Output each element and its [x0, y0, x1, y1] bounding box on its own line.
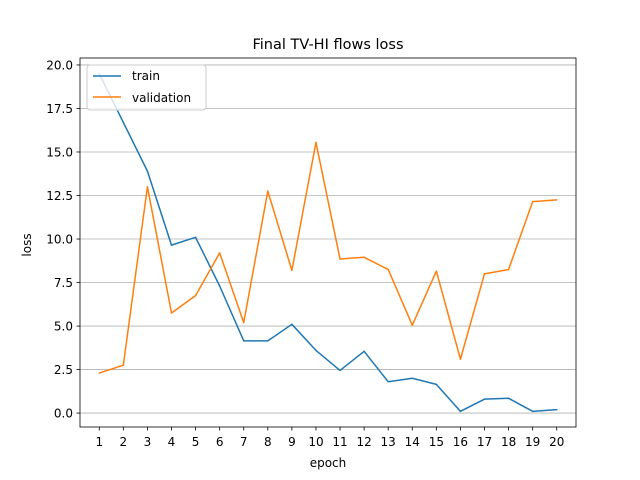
- legend-label-train: train: [132, 69, 160, 83]
- data-point-train: [387, 381, 389, 383]
- y-tick-label: 5.0: [54, 319, 73, 333]
- data-point-validation: [242, 321, 245, 324]
- data-point-validation: [339, 258, 341, 260]
- x-tick-label: 20: [549, 435, 564, 449]
- series-line-train: [98, 73, 557, 413]
- data-point-train: [507, 397, 510, 400]
- y-tick-label: 0.0: [54, 406, 73, 420]
- y-tick-label: 15.0: [46, 145, 73, 159]
- data-point-train: [363, 350, 365, 353]
- data-point-validation: [435, 270, 438, 272]
- x-tick-label: 5: [192, 435, 200, 449]
- x-tick-label: 18: [501, 435, 516, 449]
- y-tick-label: 12.5: [46, 189, 73, 203]
- data-point-train: [483, 398, 486, 400]
- y-axis-title: loss: [20, 233, 34, 256]
- data-point-train: [459, 410, 462, 413]
- data-point-validation: [267, 190, 269, 192]
- data-point-train: [531, 410, 534, 413]
- y-tick-label: 10.0: [46, 232, 73, 246]
- data-point-validation: [363, 256, 365, 259]
- x-tick-label: 12: [356, 435, 371, 449]
- data-point-train: [339, 369, 341, 372]
- x-tick-label: 14: [405, 435, 420, 449]
- x-tick-label: 8: [264, 435, 272, 449]
- data-point-validation: [170, 312, 173, 314]
- x-ticks: 1 2 3 4 5 6 7 8 9 10 11 12 13 14 15 16 17 18 19 20: [95, 427, 564, 449]
- y-tick-label: 7.5: [54, 276, 73, 290]
- data-point-train: [146, 170, 149, 172]
- x-tick-label: 10: [308, 435, 323, 449]
- legend-label-validation: validation: [132, 91, 191, 105]
- data-point-validation: [483, 273, 486, 275]
- x-tick-label: 19: [525, 435, 540, 449]
- x-tick-label: 16: [453, 435, 468, 449]
- data-point-train: [194, 236, 197, 239]
- data-point-validation: [146, 186, 149, 188]
- y-ticks: 0.0 2.5 5.0 7.5 10.0 12.5 15.0 17.5 20.0: [46, 58, 80, 420]
- x-tick-label: 1: [95, 435, 103, 449]
- x-tick-label: 15: [429, 435, 444, 449]
- data-point-train: [218, 285, 221, 287]
- x-tick-label: 6: [216, 435, 224, 449]
- data-point-train: [267, 340, 269, 342]
- data-point-train: [435, 383, 438, 386]
- y-tick-label: 2.5: [54, 363, 73, 377]
- chart-title: Final TV-HI flows loss: [252, 37, 403, 53]
- data-point-validation: [411, 324, 414, 326]
- x-axis-title: epoch: [310, 456, 347, 470]
- data-point-train: [555, 408, 558, 411]
- x-tick-label: 11: [332, 435, 347, 449]
- x-tick-label: 4: [168, 435, 176, 449]
- data-point-validation: [218, 252, 221, 254]
- data-point-train: [122, 121, 125, 124]
- x-tick-label: 2: [120, 435, 128, 449]
- data-point-validation: [507, 268, 510, 271]
- data-point-train: [242, 340, 245, 342]
- data-point-validation: [555, 199, 558, 201]
- x-tick-label: 7: [240, 435, 248, 449]
- data-point-validation: [122, 364, 125, 366]
- series-layer: [98, 72, 558, 413]
- data-point-validation: [531, 200, 534, 203]
- x-tick-label: 13: [381, 435, 396, 449]
- data-point-validation: [315, 141, 317, 144]
- data-point-train: [291, 323, 293, 326]
- data-point-validation: [387, 268, 389, 271]
- x-tick-label: 9: [288, 435, 296, 449]
- y-tick-label: 17.5: [46, 102, 73, 116]
- legend: train validation: [86, 64, 207, 111]
- series-line-validation: [99, 141, 557, 374]
- data-point-validation: [291, 269, 293, 272]
- x-tick-label: 3: [144, 435, 152, 449]
- data-point-validation: [98, 372, 101, 374]
- plot-frame: [79, 57, 577, 428]
- data-point-validation: [194, 294, 197, 297]
- y-tick-label: 20.0: [46, 58, 73, 72]
- data-point-validation: [459, 358, 462, 360]
- x-tick-label: 17: [477, 435, 492, 449]
- data-point-train: [170, 244, 173, 246]
- data-point-train: [411, 377, 414, 380]
- data-point-train: [315, 349, 317, 352]
